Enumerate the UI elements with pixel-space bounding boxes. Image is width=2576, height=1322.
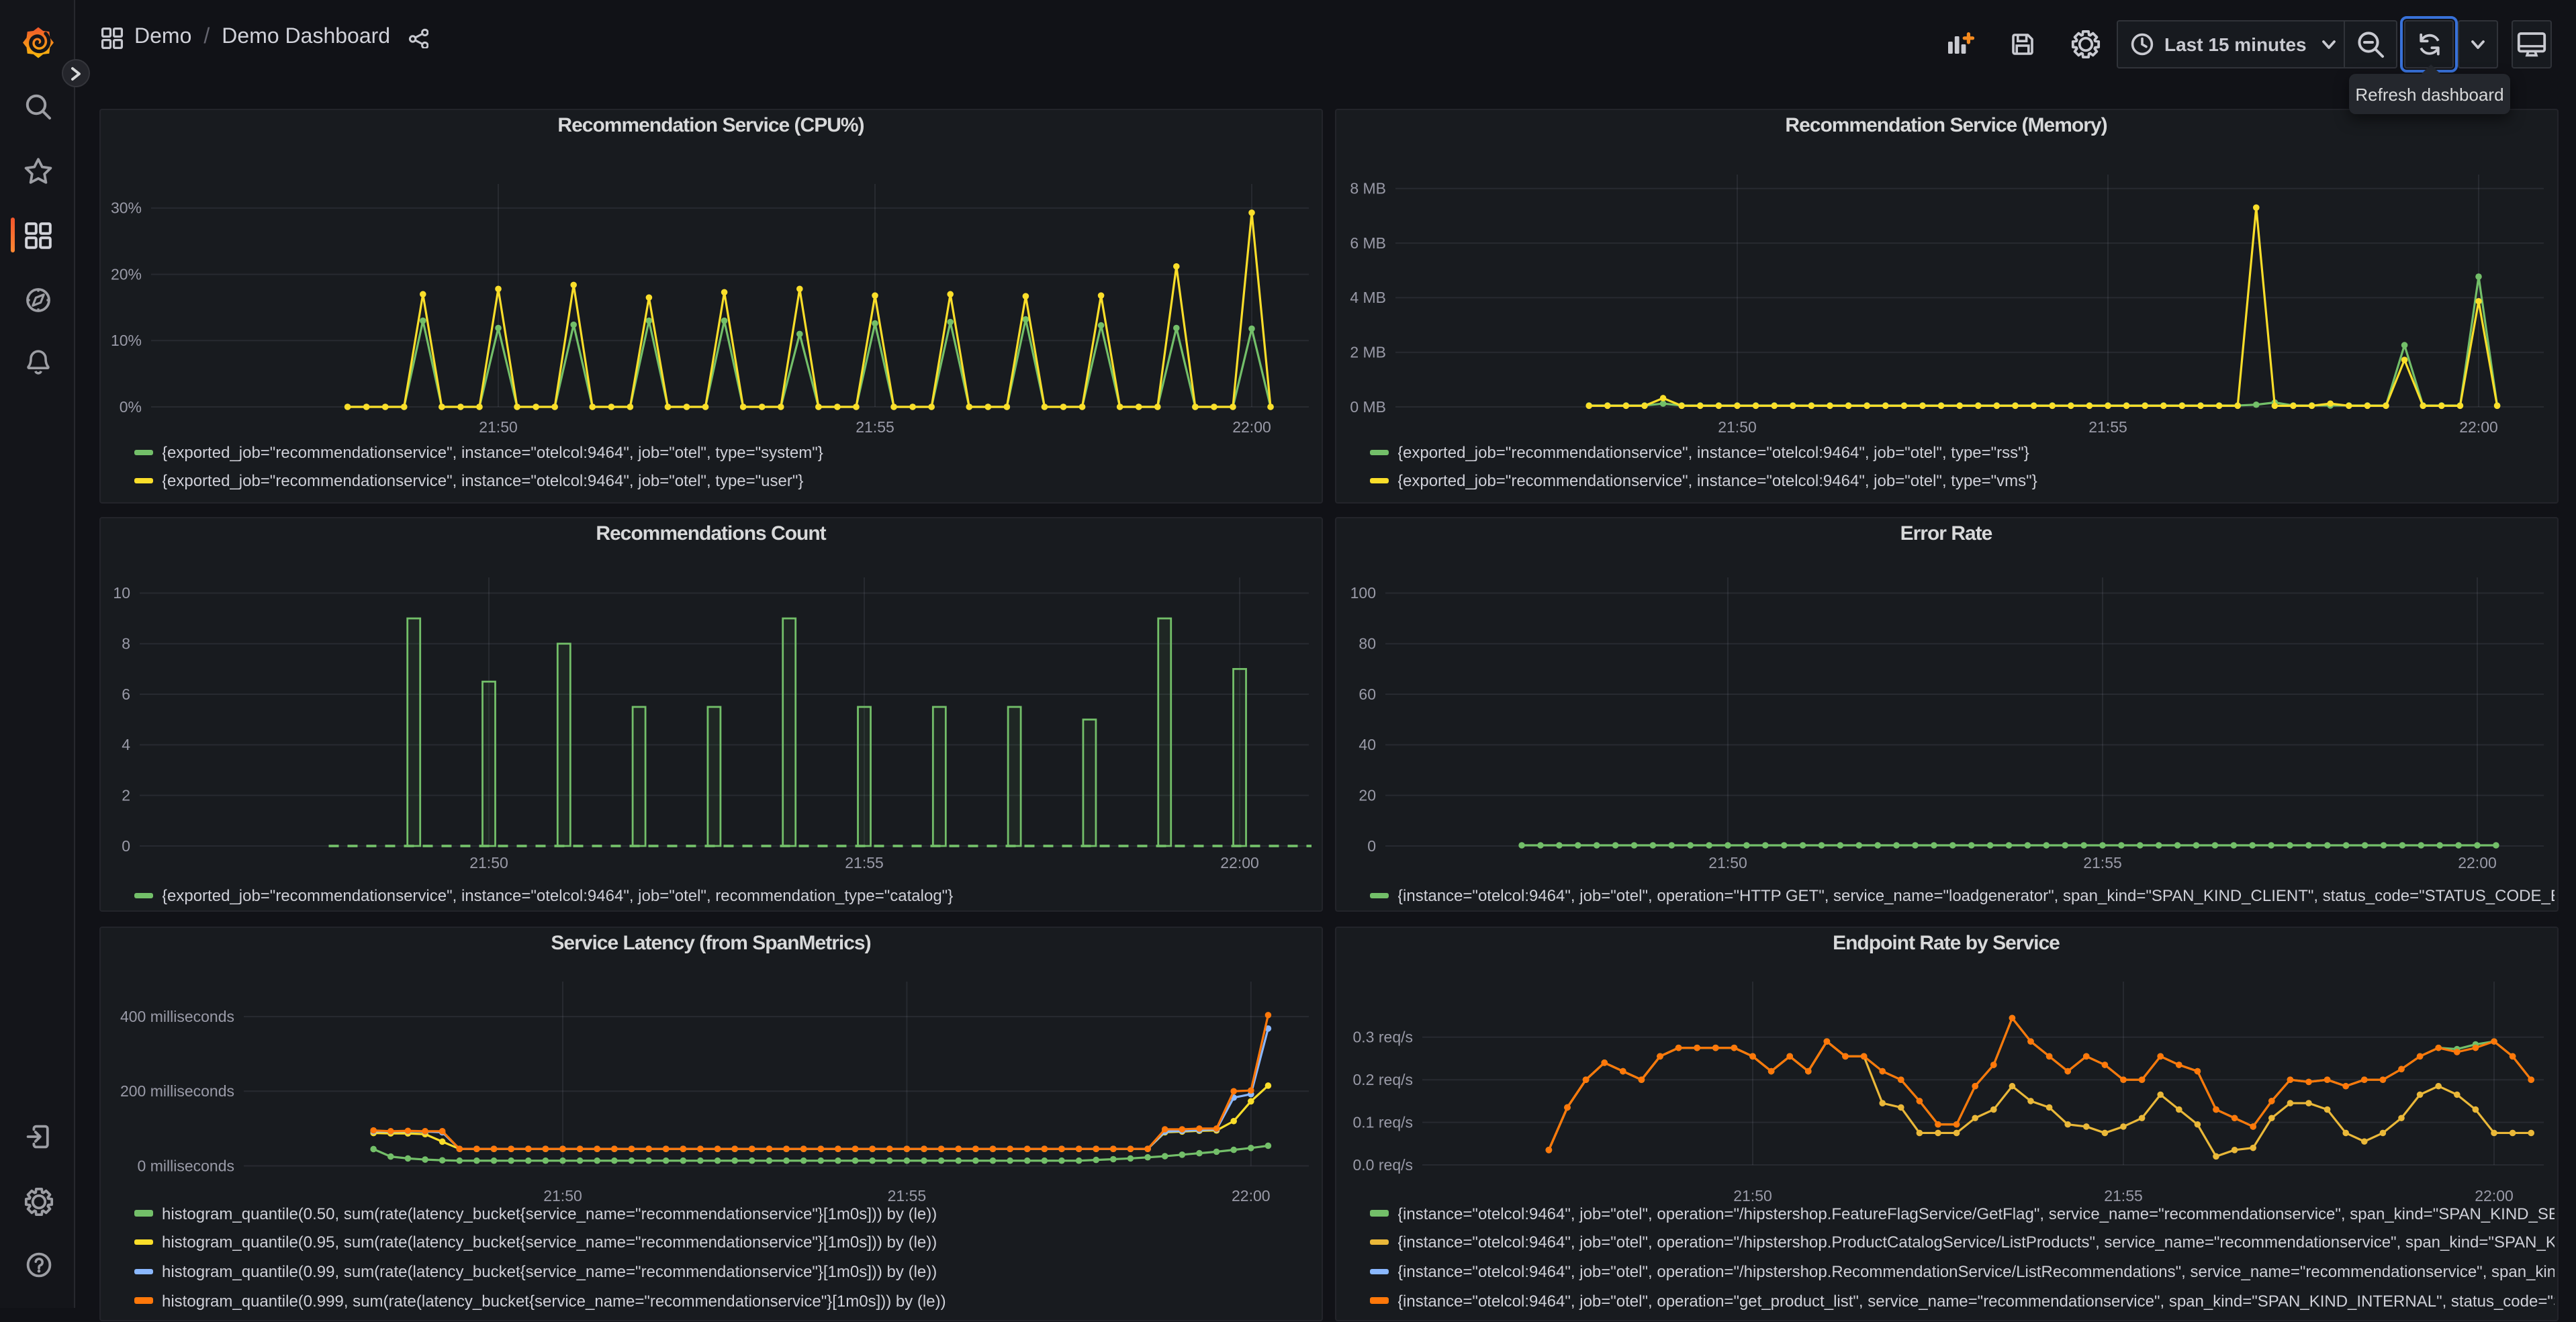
svg-text:21:55: 21:55 bbox=[855, 418, 894, 435]
svg-text:21:50: 21:50 bbox=[478, 418, 517, 435]
svg-text:6 MB: 6 MB bbox=[1349, 234, 1385, 251]
svg-text:21:55: 21:55 bbox=[887, 1186, 926, 1204]
svg-text:22:00: 22:00 bbox=[2457, 853, 2496, 871]
svg-text:21:50: 21:50 bbox=[543, 1186, 582, 1204]
svg-text:0: 0 bbox=[1367, 837, 1375, 854]
svg-text:0.0 req/s: 0.0 req/s bbox=[1352, 1155, 1413, 1173]
svg-text:22:00: 22:00 bbox=[2458, 418, 2497, 435]
svg-text:200 milliseconds: 200 milliseconds bbox=[120, 1082, 234, 1099]
svg-text:40: 40 bbox=[1358, 735, 1375, 753]
svg-text:21:50: 21:50 bbox=[1708, 853, 1747, 871]
svg-text:0.1 req/s: 0.1 req/s bbox=[1352, 1113, 1413, 1130]
svg-text:0 MB: 0 MB bbox=[1349, 397, 1385, 415]
svg-text:21:55: 21:55 bbox=[2103, 1186, 2142, 1204]
svg-text:4: 4 bbox=[121, 735, 130, 753]
svg-text:2 MB: 2 MB bbox=[1349, 343, 1385, 361]
svg-text:4 MB: 4 MB bbox=[1349, 288, 1385, 305]
svg-text:20%: 20% bbox=[110, 265, 141, 282]
svg-text:20: 20 bbox=[1358, 786, 1375, 803]
svg-text:21:50: 21:50 bbox=[1733, 1186, 1772, 1204]
svg-text:0%: 0% bbox=[119, 397, 141, 415]
svg-text:80: 80 bbox=[1358, 634, 1375, 652]
svg-text:10: 10 bbox=[112, 583, 130, 601]
svg-text:2: 2 bbox=[121, 786, 130, 803]
svg-text:0.3 req/s: 0.3 req/s bbox=[1352, 1028, 1413, 1045]
svg-text:30%: 30% bbox=[110, 199, 141, 216]
svg-text:22:00: 22:00 bbox=[2474, 1186, 2513, 1204]
svg-text:10%: 10% bbox=[110, 331, 141, 348]
svg-text:21:55: 21:55 bbox=[2088, 418, 2127, 435]
svg-text:22:00: 22:00 bbox=[1231, 1186, 1270, 1204]
svg-text:60: 60 bbox=[1358, 685, 1375, 702]
svg-text:22:00: 22:00 bbox=[1232, 418, 1271, 435]
svg-text:6: 6 bbox=[121, 685, 130, 702]
svg-text:8 MB: 8 MB bbox=[1349, 179, 1385, 197]
svg-text:21:50: 21:50 bbox=[1717, 418, 1756, 435]
svg-text:21:55: 21:55 bbox=[844, 853, 883, 871]
svg-text:0.2 req/s: 0.2 req/s bbox=[1352, 1070, 1413, 1088]
svg-text:22:00: 22:00 bbox=[1220, 853, 1258, 871]
svg-text:0 milliseconds: 0 milliseconds bbox=[137, 1156, 234, 1174]
svg-text:8: 8 bbox=[121, 634, 130, 652]
svg-text:21:55: 21:55 bbox=[2082, 853, 2121, 871]
svg-text:400 milliseconds: 400 milliseconds bbox=[120, 1007, 234, 1025]
svg-text:100: 100 bbox=[1350, 583, 1375, 601]
svg-text:0: 0 bbox=[121, 837, 130, 854]
svg-text:21:50: 21:50 bbox=[469, 853, 508, 871]
